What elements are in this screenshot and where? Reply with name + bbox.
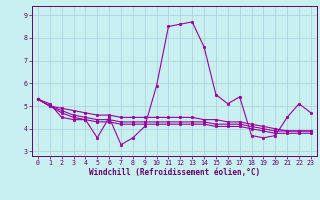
X-axis label: Windchill (Refroidissement éolien,°C): Windchill (Refroidissement éolien,°C) xyxy=(89,168,260,177)
